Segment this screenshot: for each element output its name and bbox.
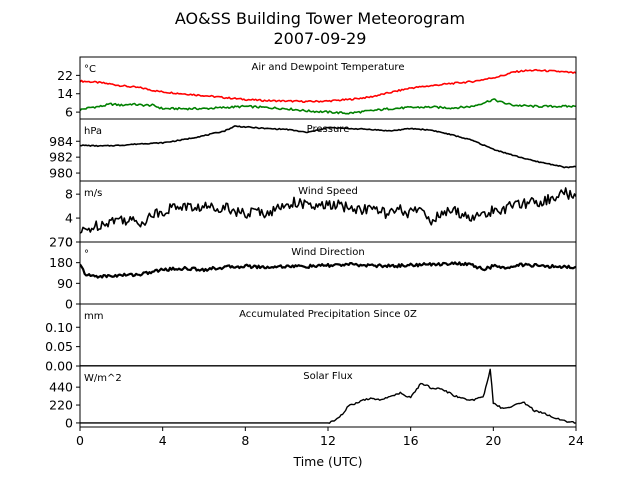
ytick-label-precip: 0.05 <box>45 339 73 354</box>
ytick-label-pres: 980 <box>49 166 73 181</box>
series-solar-0 <box>80 368 576 424</box>
ytick-label-solar: 440 <box>49 380 73 395</box>
ytick-label-temp: 22 <box>57 68 73 83</box>
series-temp-0 <box>80 68 576 103</box>
ytick-label-wdir: 180 <box>49 255 73 270</box>
ytick-label-wdir: 0 <box>65 297 73 312</box>
panel-title-solar: Solar Flux <box>303 371 353 382</box>
xtick-label: 4 <box>159 433 167 448</box>
ytick-label-wspd: 0 <box>65 235 73 250</box>
unit-label-solar: W/m^2 <box>84 373 122 384</box>
ytick-label-solar: 0 <box>65 415 73 430</box>
ytick-label-wdir: 90 <box>57 276 73 291</box>
ytick-label-pres: 982 <box>49 150 73 165</box>
panel-wspd: 0 4 8 m/s Wind Speed <box>65 180 577 250</box>
panel-wdir: 0 90 180 270 ° Wind Direction <box>49 235 577 312</box>
unit-label-wdir: ° <box>84 249 89 260</box>
unit-label-temp: °C <box>84 64 96 75</box>
figure-title-line1: AO&SS Building Tower Meteorogram <box>175 9 465 28</box>
ytick-label-temp: 6 <box>65 105 73 120</box>
ytick-label-wspd: 4 <box>65 211 73 226</box>
panel-title-pres: Pressure <box>307 124 350 135</box>
series-wdir-0 <box>80 261 576 279</box>
unit-label-wspd: m/s <box>84 188 102 199</box>
series-wspd-0 <box>80 187 576 234</box>
ytick-label-wdir: 270 <box>49 235 73 250</box>
xtick-label: 8 <box>241 433 249 448</box>
panel-title-wspd: Wind Speed <box>298 186 358 197</box>
panel-precip: 0.00 0.05 0.10 mm Accumulated Precipitation … <box>45 303 577 374</box>
ytick-label-solar: 220 <box>49 398 73 413</box>
panel-temp: 6 14 22 °C Air and Dewpoint Temperature <box>57 56 577 120</box>
xtick-label: 16 <box>403 433 419 448</box>
ytick-label-temp: 14 <box>57 86 73 101</box>
unit-label-pres: hPa <box>84 126 102 137</box>
ytick-label-precip: 0.10 <box>45 320 73 335</box>
ytick-label-precip: 0.00 <box>45 359 73 374</box>
ytick-label-wspd: 8 <box>65 187 73 202</box>
xtick-label: 24 <box>568 433 584 448</box>
panel-solar: 0 220 440 W/m^2 Solar Flux <box>49 365 577 430</box>
x-axis-label: Time (UTC) <box>292 454 362 469</box>
xtick-label: 0 <box>76 433 84 448</box>
xtick-label: 12 <box>320 433 336 448</box>
unit-label-precip: mm <box>84 311 103 322</box>
figure-title-line2: 2007-09-29 <box>274 29 367 48</box>
series-temp-1 <box>80 98 576 115</box>
ytick-label-pres: 984 <box>49 134 73 149</box>
panel-title-temp: Air and Dewpoint Temperature <box>252 62 405 73</box>
panel-title-precip: Accumulated Precipitation Since 0Z <box>239 309 417 320</box>
xtick-label: 20 <box>485 433 501 448</box>
x-axis: 0 4 8 12 16 20 24 <box>76 427 584 448</box>
panel-title-wdir: Wind Direction <box>291 247 365 258</box>
series-pres-0 <box>80 125 576 169</box>
